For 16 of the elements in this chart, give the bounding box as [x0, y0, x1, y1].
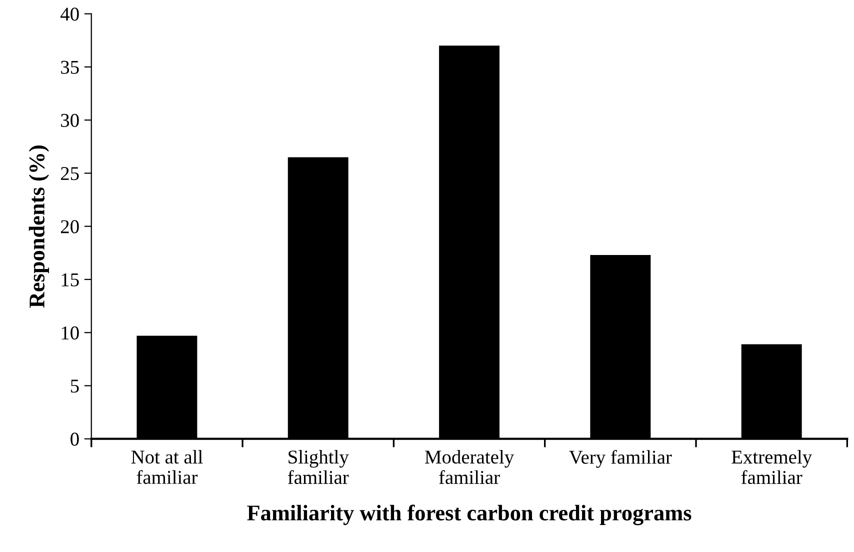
x-tick-label: Not at all familiar — [131, 450, 203, 484]
x-tick-label: Moderately familiar — [425, 450, 514, 484]
x-tick-label: Slightly familiar — [288, 450, 349, 484]
y-tick-label: 20 — [60, 220, 79, 234]
y-tick-label: 15 — [62, 273, 79, 286]
y-tick-label: 0 — [70, 432, 79, 446]
y-axis-title: Respondents (%) — [28, 146, 50, 308]
y-tick-label: 30 — [61, 114, 79, 127]
x-axis-title: Familiarity with forest carbon credit programs — [247, 504, 692, 526]
y-tick-label: 40 — [60, 8, 79, 21]
x-tick-label: Very familiar — [569, 450, 672, 468]
y-tick-label: 25 — [60, 167, 79, 180]
y-tick-label: 35 — [61, 60, 79, 74]
x-tick-label: Extremely familiar — [732, 450, 812, 484]
y-tick-label: 5 — [70, 380, 79, 393]
y-tick-label: 10 — [62, 326, 79, 340]
